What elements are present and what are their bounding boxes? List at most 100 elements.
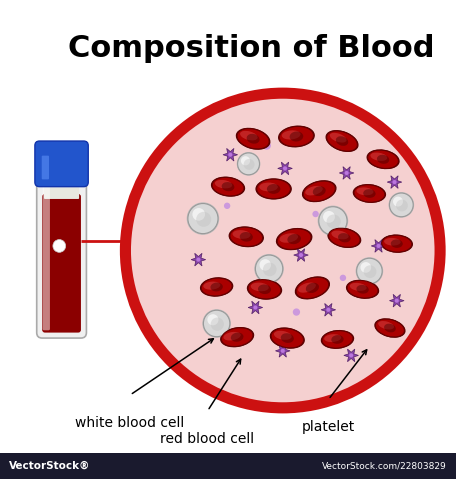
Ellipse shape: [305, 186, 323, 195]
Polygon shape: [390, 295, 404, 307]
Circle shape: [323, 211, 335, 223]
Circle shape: [192, 208, 205, 220]
Ellipse shape: [247, 279, 282, 300]
Text: VectorStock.com/22803829: VectorStock.com/22803829: [322, 462, 447, 471]
Ellipse shape: [363, 189, 375, 198]
Ellipse shape: [248, 280, 281, 299]
Circle shape: [283, 166, 287, 170]
Ellipse shape: [220, 327, 254, 347]
Ellipse shape: [236, 128, 271, 150]
Ellipse shape: [221, 328, 253, 347]
Ellipse shape: [287, 234, 301, 244]
Ellipse shape: [313, 186, 326, 196]
Ellipse shape: [375, 319, 404, 337]
Ellipse shape: [391, 239, 403, 248]
Ellipse shape: [251, 283, 269, 291]
Circle shape: [228, 153, 232, 157]
FancyBboxPatch shape: [44, 187, 79, 199]
Circle shape: [224, 202, 230, 209]
Ellipse shape: [223, 332, 241, 341]
Ellipse shape: [336, 136, 348, 146]
Text: white blood cell: white blood cell: [75, 416, 184, 429]
Ellipse shape: [366, 149, 400, 169]
Polygon shape: [344, 349, 358, 362]
Ellipse shape: [215, 180, 232, 188]
Ellipse shape: [377, 155, 389, 164]
Circle shape: [389, 192, 414, 218]
Ellipse shape: [356, 285, 369, 294]
Ellipse shape: [338, 233, 351, 242]
Polygon shape: [223, 148, 237, 161]
Circle shape: [349, 353, 353, 357]
Ellipse shape: [378, 321, 394, 330]
Circle shape: [263, 263, 277, 276]
Polygon shape: [339, 167, 354, 179]
Circle shape: [237, 153, 259, 175]
Ellipse shape: [271, 328, 303, 348]
Polygon shape: [275, 345, 290, 357]
Ellipse shape: [346, 280, 379, 299]
Ellipse shape: [201, 278, 232, 296]
Circle shape: [293, 309, 300, 316]
Ellipse shape: [324, 334, 341, 342]
Ellipse shape: [228, 226, 264, 247]
Circle shape: [126, 93, 440, 408]
Ellipse shape: [211, 177, 245, 197]
Ellipse shape: [290, 131, 303, 141]
Circle shape: [237, 152, 260, 176]
Ellipse shape: [384, 238, 401, 245]
Ellipse shape: [240, 232, 253, 241]
Circle shape: [318, 205, 348, 236]
Circle shape: [259, 259, 271, 271]
Polygon shape: [248, 301, 263, 314]
Circle shape: [255, 255, 283, 283]
Ellipse shape: [212, 177, 244, 196]
Ellipse shape: [326, 130, 359, 152]
Circle shape: [345, 171, 349, 175]
Ellipse shape: [267, 184, 281, 194]
Circle shape: [392, 180, 397, 184]
Ellipse shape: [327, 131, 357, 151]
Ellipse shape: [259, 182, 278, 191]
Ellipse shape: [276, 228, 312, 250]
Ellipse shape: [231, 333, 244, 342]
Ellipse shape: [222, 182, 234, 191]
Circle shape: [395, 299, 399, 303]
Ellipse shape: [277, 229, 311, 249]
Ellipse shape: [382, 235, 412, 252]
Ellipse shape: [280, 233, 298, 243]
Ellipse shape: [353, 184, 386, 203]
Polygon shape: [387, 176, 402, 188]
Ellipse shape: [370, 152, 387, 161]
Circle shape: [360, 262, 371, 273]
Ellipse shape: [328, 227, 361, 248]
Ellipse shape: [257, 179, 291, 199]
Ellipse shape: [255, 178, 292, 199]
Text: platelet: platelet: [302, 420, 355, 434]
Ellipse shape: [200, 278, 233, 297]
Circle shape: [210, 318, 224, 331]
FancyBboxPatch shape: [35, 141, 88, 187]
Circle shape: [253, 306, 257, 310]
Ellipse shape: [278, 126, 315, 147]
Ellipse shape: [210, 283, 223, 292]
Circle shape: [241, 156, 250, 165]
Circle shape: [254, 254, 284, 284]
Ellipse shape: [350, 283, 367, 291]
Circle shape: [393, 196, 403, 206]
Ellipse shape: [374, 318, 406, 338]
Circle shape: [340, 275, 346, 281]
Text: Composition of Blood: Composition of Blood: [68, 34, 434, 63]
Ellipse shape: [306, 283, 319, 293]
Ellipse shape: [302, 180, 337, 202]
Text: red blood cell: red blood cell: [160, 431, 255, 445]
FancyBboxPatch shape: [36, 145, 86, 338]
Circle shape: [187, 202, 219, 235]
Circle shape: [202, 309, 231, 338]
Ellipse shape: [321, 330, 354, 349]
Ellipse shape: [347, 281, 378, 298]
Ellipse shape: [356, 187, 374, 195]
FancyBboxPatch shape: [0, 453, 456, 478]
Circle shape: [326, 308, 330, 312]
Circle shape: [356, 258, 382, 284]
